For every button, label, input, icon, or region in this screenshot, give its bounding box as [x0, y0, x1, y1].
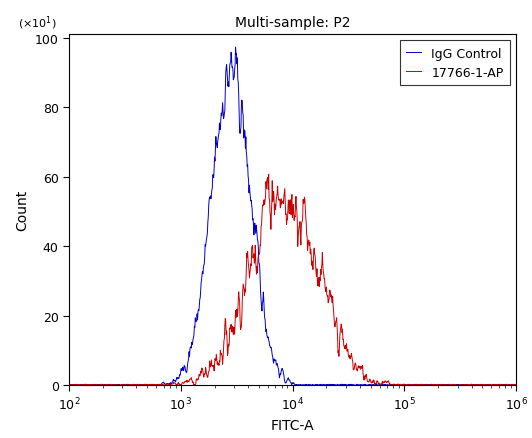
17766-1-AP — [247, 265, 254, 270]
IgG Control — [66, 383, 72, 388]
Text: $(\times 10^{1})$: $(\times 10^{1})$ — [18, 14, 56, 32]
IgG Control — [373, 382, 380, 387]
17766-1-AP — [513, 382, 519, 387]
IgG Control — [263, 327, 270, 332]
IgG Control — [423, 382, 429, 387]
17766-1-AP — [112, 382, 119, 387]
17766-1-AP — [415, 382, 422, 387]
17766-1-AP — [93, 383, 99, 388]
Line: IgG Control: IgG Control — [69, 48, 516, 385]
IgG Control — [453, 383, 460, 388]
IgG Control — [513, 382, 519, 387]
Line: 17766-1-AP: 17766-1-AP — [69, 175, 516, 385]
17766-1-AP — [373, 378, 380, 384]
17766-1-AP — [423, 382, 430, 388]
IgG Control — [112, 382, 118, 388]
X-axis label: FITC-A: FITC-A — [271, 418, 314, 432]
IgG Control — [247, 195, 254, 200]
Legend: IgG Control, 17766-1-AP: IgG Control, 17766-1-AP — [400, 41, 510, 86]
Title: Multi-sample: P2: Multi-sample: P2 — [235, 16, 351, 30]
17766-1-AP — [265, 172, 272, 177]
17766-1-AP — [66, 382, 72, 388]
Y-axis label: Count: Count — [15, 190, 29, 231]
IgG Control — [232, 46, 239, 51]
IgG Control — [415, 382, 421, 387]
17766-1-AP — [263, 187, 270, 192]
